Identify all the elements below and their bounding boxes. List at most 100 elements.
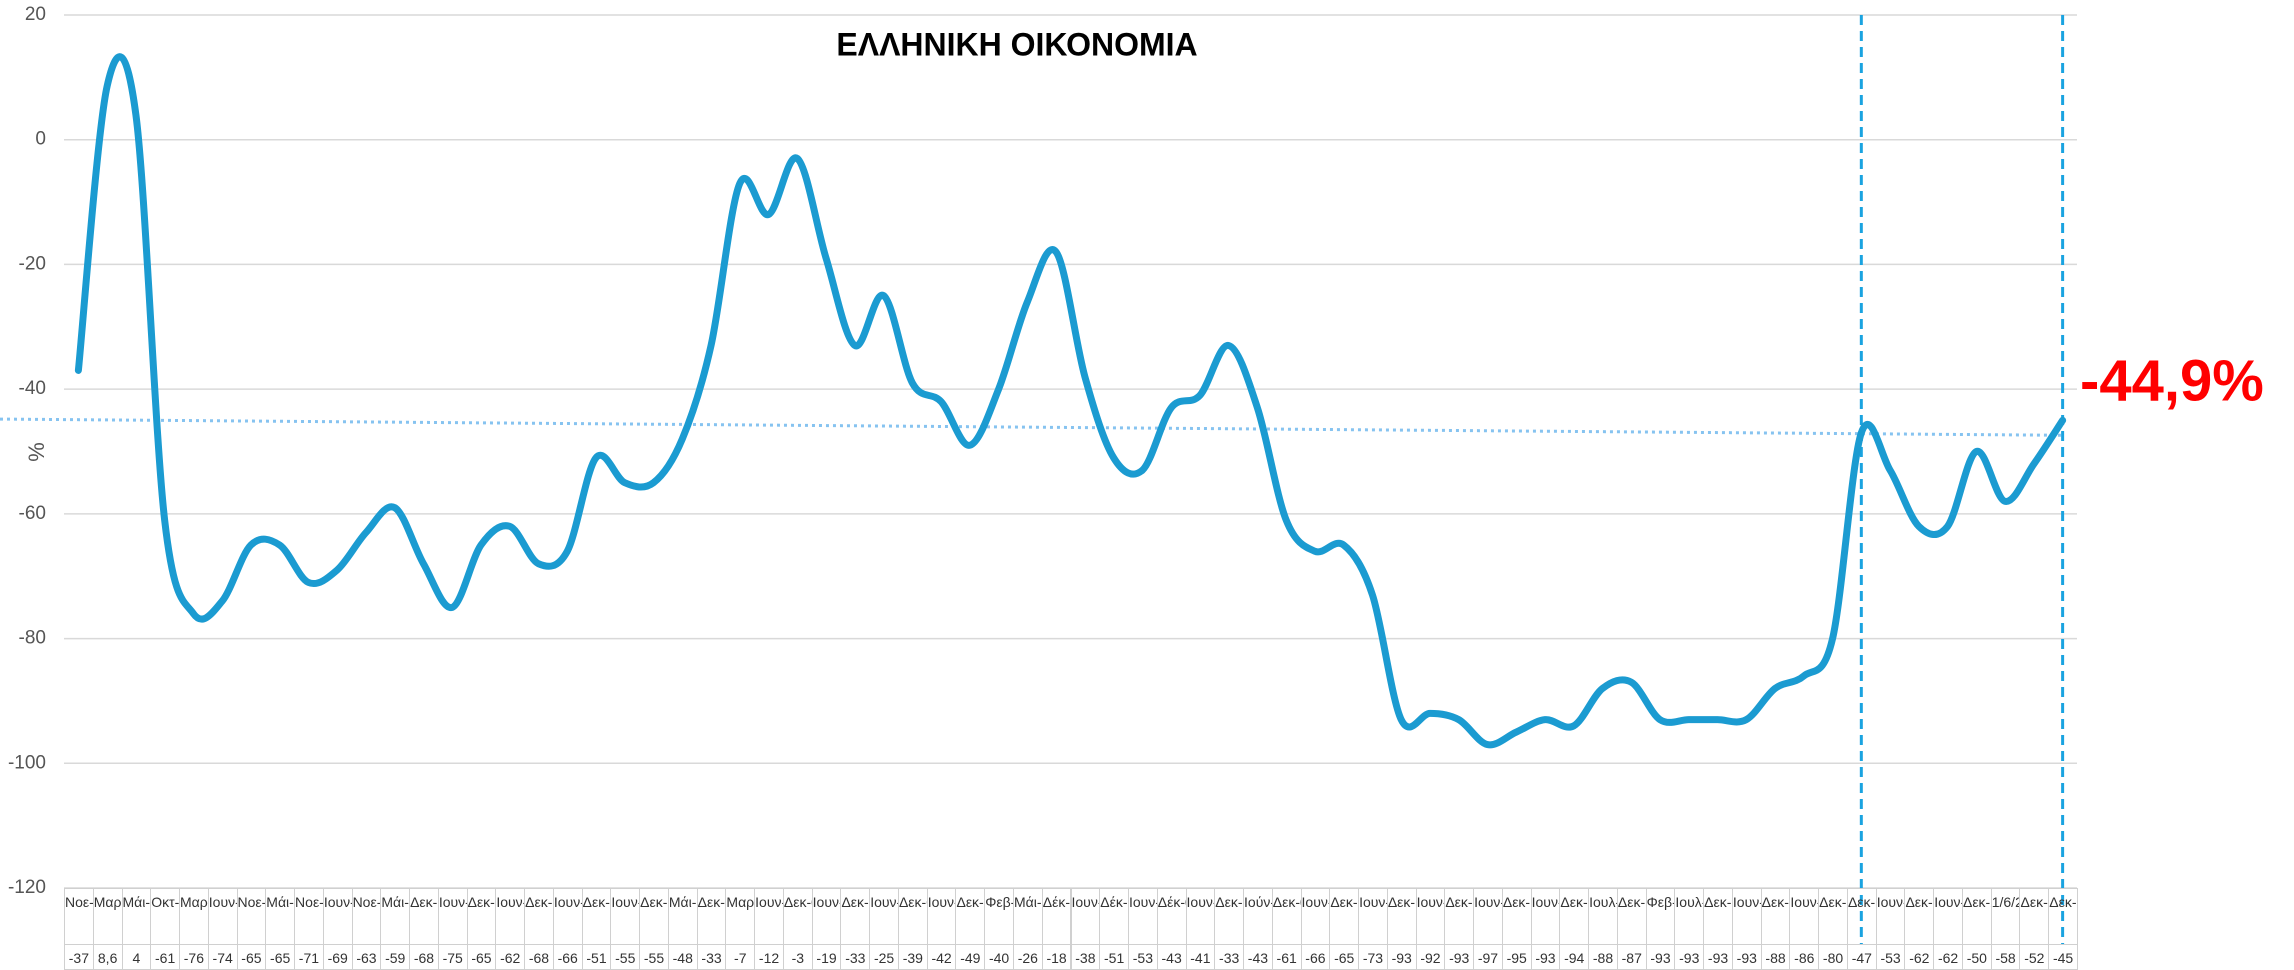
category-cell: Νοε-88 [64, 888, 94, 945]
value-cell: -92 [1415, 944, 1446, 970]
value-cell: -93 [1703, 944, 1733, 970]
category-cell: Μάι-04 [1012, 888, 1043, 945]
category-cell: Δεκ-97 [581, 888, 612, 945]
value-cell: -7 [725, 944, 756, 970]
value-cell: -33 [1214, 944, 1245, 970]
category-cell: Ιουν-97 [552, 888, 583, 945]
value-cell: -94 [1559, 944, 1590, 970]
category-cell: Νοε-90 [236, 888, 267, 945]
value-cell: -55 [610, 944, 641, 970]
category-cell: Δεκ-02 [897, 888, 928, 945]
value-cell: -49 [955, 944, 986, 970]
category-cell: Ιουν-07 [1185, 888, 1216, 945]
value-cell: -66 [1300, 944, 1331, 970]
value-cell: -73 [1358, 944, 1388, 970]
category-cell: Δεκ-22 [2019, 888, 2050, 945]
value-cell: -68 [524, 944, 554, 970]
category-cell: Δεκ-10 [1386, 888, 1417, 945]
y-tick-label: -20 [19, 253, 46, 274]
category-cell: Δεκ-08 [1271, 888, 1302, 945]
value-cell: -38 [1070, 944, 1101, 970]
annotation: -44,9% [2080, 348, 2264, 413]
value-cell: -43 [1156, 944, 1187, 970]
value-cell: 4 [121, 944, 152, 970]
category-cell: Ιουν-21 [1933, 888, 1963, 945]
category-cell: Δεκ-11 [1444, 888, 1475, 945]
value-cell: -65 [1329, 944, 1360, 970]
y-tick-label: -120 [8, 877, 46, 898]
category-cell: Ιουν-02 [869, 888, 899, 945]
category-cell: Δεκ-96 [524, 888, 554, 945]
category-cell: Ιουν-01 [811, 888, 842, 945]
category-cell: Δεκ-95 [466, 888, 497, 945]
category-cell: Ιούν-08 [1243, 888, 1273, 945]
value-cell: -18 [1041, 944, 1072, 970]
category-cell: Δεκ-23 [2048, 888, 2078, 945]
value-cell: -93 [1674, 944, 1705, 970]
value-cell: 8,6 [92, 944, 123, 970]
category-cell: Ιουν-13 [1530, 888, 1561, 945]
category-cell: Ιουν-00 [754, 888, 784, 945]
value-cell: -33 [840, 944, 871, 970]
category-cell: Ιουν-95 [437, 888, 468, 945]
value-cell: -88 [1760, 944, 1791, 970]
category-cell: Φεβ-16 [1645, 888, 1676, 945]
value-cell: -3 [782, 944, 813, 970]
value-cell: -63 [351, 944, 382, 970]
value-cell: -75 [437, 944, 468, 970]
value-cell: -65 [466, 944, 497, 970]
category-cell: Ιουν-17 [1731, 888, 1762, 945]
category-cell: Δεκ-09 [1329, 888, 1360, 945]
value-cell: -52 [2019, 944, 2050, 970]
category-cell: Ιουν-11 [1415, 888, 1446, 945]
category-cell: Μάι-99 [667, 888, 698, 945]
value-cell: -41 [1185, 944, 1216, 970]
value-cell: -39 [897, 944, 928, 970]
category-cell: Δεκ-98 [639, 888, 669, 945]
value-cell: -95 [1501, 944, 1532, 970]
category-cell: Δεκ-16 [1703, 888, 1733, 945]
y-tick-label: -40 [19, 378, 46, 399]
value-cell: -25 [869, 944, 899, 970]
category-cell: Μαρ-00 [725, 888, 756, 945]
value-cell: -88 [1588, 944, 1618, 970]
value-cell: -74 [207, 944, 238, 970]
y-tick-label: 0 [35, 129, 46, 150]
y-tick-label: -80 [19, 628, 46, 649]
value-cell: -93 [1386, 944, 1417, 970]
category-cell: Δεκ-14 [1616, 888, 1647, 945]
category-cell: Δεκ-12 [1501, 888, 1532, 945]
value-cell: -71 [294, 944, 324, 970]
value-cell: -69 [322, 944, 353, 970]
category-cell: Δεκ-20 [1904, 888, 1935, 945]
category-cell: Ιουν-92 [322, 888, 353, 945]
value-cell: -62 [1904, 944, 1935, 970]
value-cell: -87 [1616, 944, 1647, 970]
value-cell: -59 [380, 944, 411, 970]
value-cell: -53 [1875, 944, 1906, 970]
category-cell: Δεκ-99 [696, 888, 727, 945]
value-cell: -97 [1473, 944, 1503, 970]
value-cell: -93 [1645, 944, 1676, 970]
y-axis-label: % [24, 442, 49, 462]
category-cell: Νοε-91 [294, 888, 324, 945]
value-cell: -93 [1731, 944, 1762, 970]
value-cell: -93 [1444, 944, 1475, 970]
value-cell: -43 [1243, 944, 1273, 970]
category-cell: Ιουν-18 [1789, 888, 1820, 945]
y-tick-label: -100 [8, 752, 46, 773]
category-cell: Ιουν-09 [1300, 888, 1331, 945]
value-cell: -33 [696, 944, 727, 970]
value-cell: -62 [1933, 944, 1963, 970]
value-cell: -50 [1961, 944, 1992, 970]
category-cell: Μαρ-90 [179, 888, 209, 945]
category-cell: Δεκ-03 [955, 888, 986, 945]
value-cell: -48 [667, 944, 698, 970]
category-cell: Οκτ-89 [150, 888, 181, 945]
category-cell: Ιουν-96 [495, 888, 526, 945]
value-cell: -51 [1099, 944, 1129, 970]
value-cell: -26 [1012, 944, 1043, 970]
category-cell: Δεκ-01 [840, 888, 871, 945]
